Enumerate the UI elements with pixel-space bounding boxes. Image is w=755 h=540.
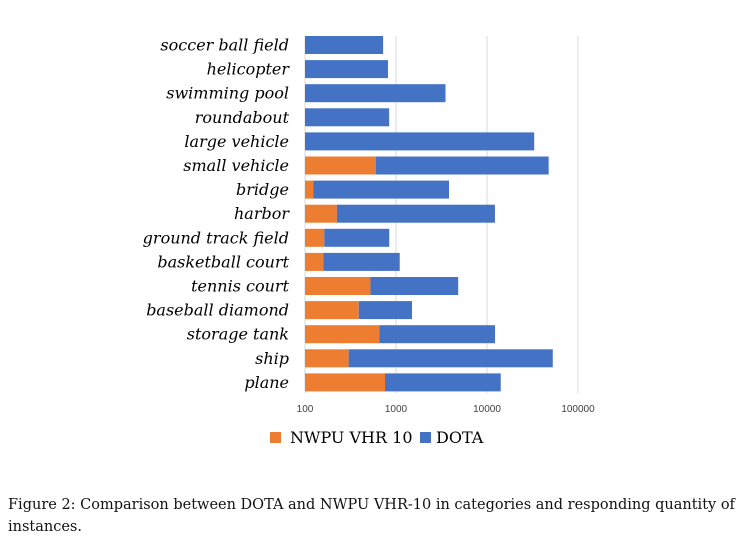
- bar-nwpu-vhr-10-baseball-diamond: [305, 301, 359, 320]
- category-label-basketball-court: basketball court: [157, 252, 289, 271]
- category-label-harbor: harbor: [234, 204, 290, 223]
- x-tick-label: 10000: [473, 404, 501, 415]
- category-label-bridge: bridge: [236, 180, 289, 199]
- category-label-tennis-court: tennis court: [191, 277, 289, 296]
- category-label-plane: plane: [244, 373, 289, 392]
- bar-dota-ground-track-field: [324, 228, 390, 247]
- bar-dota-small-vehicle: [375, 156, 549, 175]
- category-label-roundabout: roundabout: [195, 108, 290, 127]
- bar-dota-tennis-court: [370, 277, 459, 295]
- bar-dota-swimming-pool: [305, 84, 446, 103]
- bar-dota-basketball-court: [323, 252, 400, 271]
- bars: [305, 36, 553, 392]
- figure-caption: Figure 2: Comparison between DOTA and NW…: [8, 497, 735, 535]
- category-label-helicopter: helicopter: [207, 60, 291, 79]
- bar-dota-bridge: [313, 180, 450, 199]
- bar-nwpu-vhr-10-small-vehicle: [305, 156, 376, 175]
- category-label-ship: ship: [255, 349, 289, 368]
- chart: soccer ball field helicopter swimming pool…: [143, 36, 595, 448]
- bar-dota-storage-tank: [379, 325, 496, 344]
- bar-dota-helicopter: [305, 60, 388, 79]
- category-label-ground-track-field: ground track field: [143, 228, 289, 247]
- bar-dota-soccer-ball-field: [305, 36, 384, 54]
- category-label-storage-tank: storage tank: [187, 325, 289, 344]
- legend-label-nwpu-vhr-10: NWPU VHR 10: [290, 428, 413, 447]
- category-label-small-vehicle: small vehicle: [183, 156, 289, 175]
- bar-nwpu-vhr-10-bridge: [305, 180, 314, 199]
- bar-dota-plane: [384, 373, 501, 392]
- bar-nwpu-vhr-10-tennis-court: [305, 277, 371, 295]
- category-label-swimming-pool: swimming pool: [166, 84, 289, 103]
- legend: NWPU VHR 10 DOTA: [270, 428, 484, 447]
- legend-label-dota: DOTA: [436, 428, 484, 447]
- x-tick-label: 100000: [561, 404, 595, 415]
- bar-dota-ship: [348, 349, 553, 368]
- bar-dota-roundabout: [305, 108, 390, 127]
- category-labels: soccer ball field helicopter swimming pool…: [143, 36, 291, 392]
- category-label-soccer-ball-field: soccer ball field: [160, 36, 289, 55]
- legend-swatch-nwpu-vhr-10: [270, 432, 281, 443]
- bar-nwpu-vhr-10-basketball-court: [305, 252, 324, 271]
- bar-nwpu-vhr-10-ship: [305, 349, 349, 368]
- bar-nwpu-vhr-10-plane: [305, 373, 385, 392]
- legend-swatch-dota: [420, 432, 431, 443]
- bar-dota-large-vehicle: [305, 132, 535, 151]
- x-tick-label: 100: [297, 404, 314, 415]
- x-axis-ticks: 100 1000 10000 100000: [297, 404, 595, 415]
- bar-nwpu-vhr-10-storage-tank: [305, 325, 380, 344]
- bar-dota-harbor: [336, 204, 495, 223]
- category-label-large-vehicle: large vehicle: [184, 132, 289, 151]
- x-tick-label: 1000: [385, 404, 408, 415]
- category-label-baseball-diamond: baseball diamond: [146, 301, 289, 320]
- bar-dota-baseball-diamond: [358, 301, 413, 320]
- bar-nwpu-vhr-10-harbor: [305, 204, 337, 223]
- bar-nwpu-vhr-10-ground-track-field: [305, 228, 325, 247]
